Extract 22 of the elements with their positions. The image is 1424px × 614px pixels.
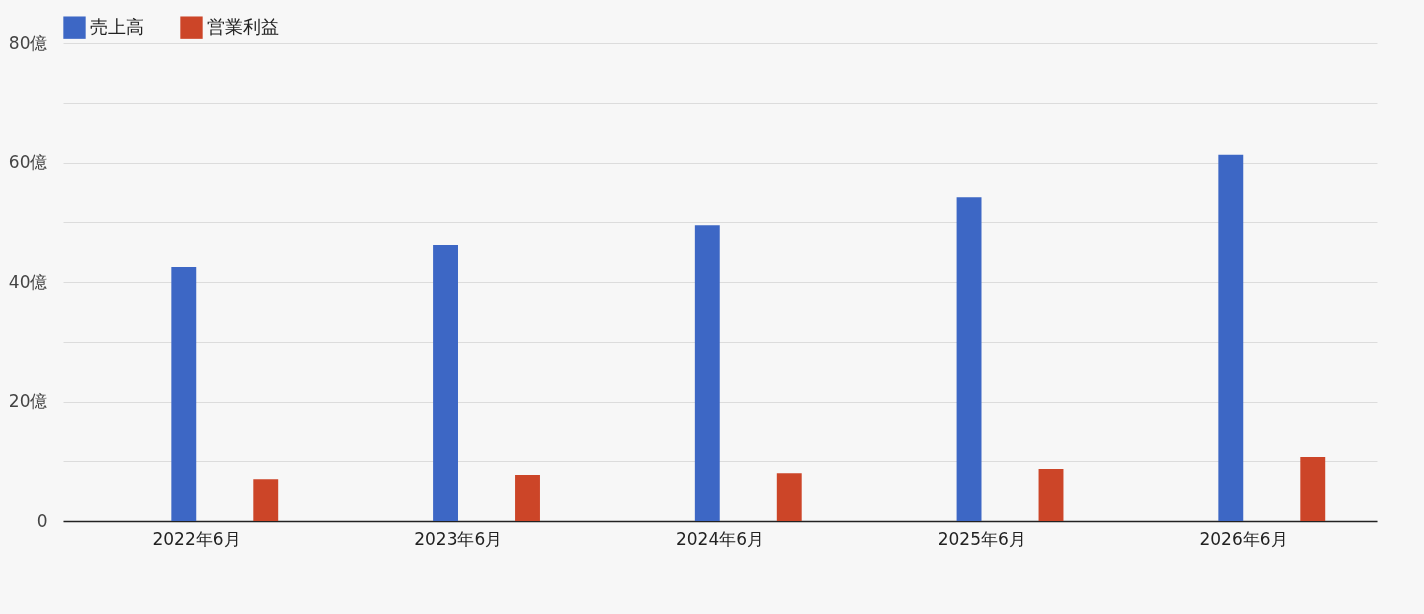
x-tick-label: 2023年6月 <box>414 528 503 549</box>
bar <box>694 225 720 521</box>
bar <box>253 479 279 521</box>
bar <box>171 267 197 521</box>
bar <box>1300 457 1326 521</box>
x-tick-label: 2025年6月 <box>937 528 1026 549</box>
x-tick-label: 2024年6月 <box>675 528 765 549</box>
y-tick-label: 60億 <box>8 152 48 172</box>
legend-label: 営業利益 <box>207 15 279 37</box>
x-tick-label: 2022年6月 <box>152 528 241 549</box>
bar <box>515 474 540 521</box>
bar <box>776 473 802 521</box>
y-tick-label: 0 <box>36 510 48 531</box>
y-tick-label: 80億 <box>8 32 48 53</box>
bar <box>956 197 982 521</box>
y-tick-label: 40億 <box>8 271 48 292</box>
y-tick-label: 20億 <box>8 391 48 411</box>
bar <box>1038 469 1064 521</box>
legend-label: 売上高 <box>90 15 144 37</box>
bar <box>1218 154 1244 521</box>
bar <box>433 244 458 521</box>
x-tick-label: 2026年6月 <box>1199 528 1288 549</box>
